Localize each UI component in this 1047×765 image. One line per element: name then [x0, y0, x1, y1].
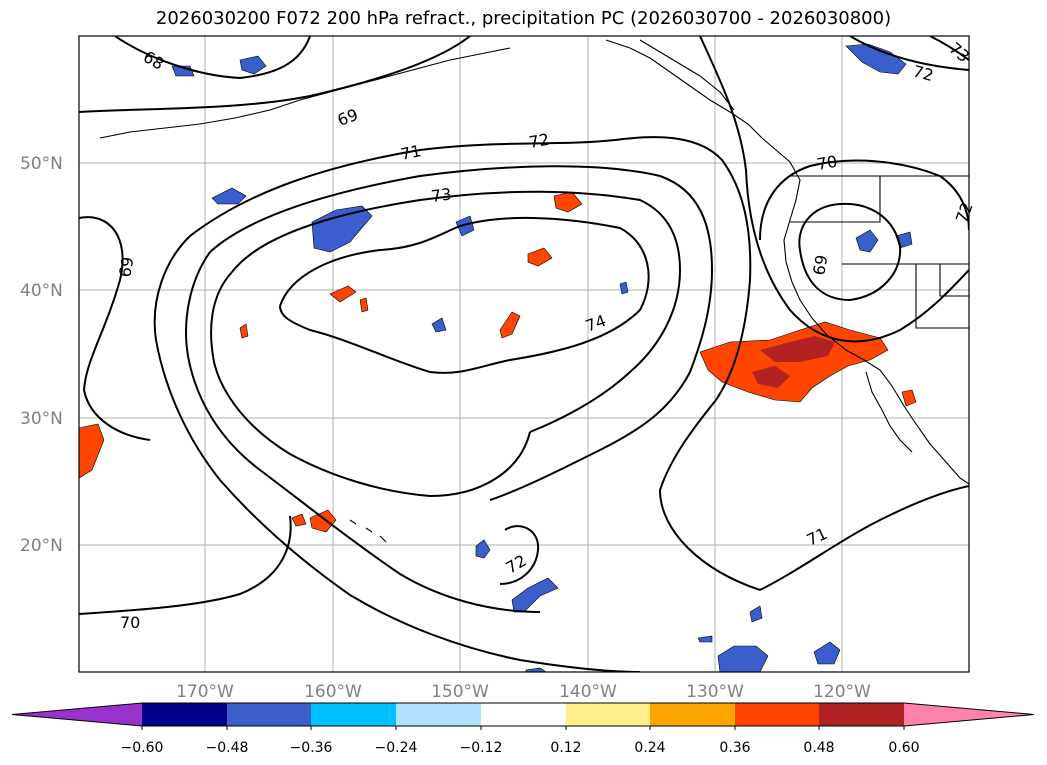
- contour-69: [79, 36, 471, 113]
- colorbar: −0.60 −0.48 −0.36 −0.24 −0.12 0.12 0.24 0.36 0.4…: [11, 702, 1035, 756]
- colorbar-extend-high: [904, 703, 1034, 726]
- positive-anomaly-patch: [499, 311, 521, 339]
- positive-anomaly-patch: [359, 297, 369, 313]
- contour-72: [209, 165, 714, 501]
- positive-anomaly-patch: [329, 285, 357, 303]
- colorbar-swatch: [735, 703, 819, 726]
- aleutian-islands: [99, 47, 511, 139]
- negative-anomaly-patch: [211, 187, 247, 205]
- colorbar-tick-label: −0.36: [290, 740, 333, 756]
- lon-label: 170°W: [176, 682, 234, 702]
- colorbar-swatch: [227, 703, 311, 726]
- colorbar-tick-label: 0.60: [888, 740, 919, 756]
- contour-71-west: [153, 235, 641, 672]
- lat-label: 20°N: [20, 536, 63, 556]
- contour-label: 72: [527, 130, 550, 152]
- contour-73: [231, 190, 682, 433]
- colorbar-swatch: [819, 703, 904, 726]
- lon-label: 120°W: [813, 682, 871, 702]
- negative-anomaly-patch: [619, 281, 629, 295]
- colorbar-tick-label: −0.60: [121, 740, 164, 756]
- positive-anomaly-patch: [239, 323, 249, 339]
- colorbar-tick-label: 0.24: [634, 740, 665, 756]
- contour-74: [279, 216, 650, 374]
- contour-label: 69: [115, 255, 137, 278]
- contour-69-east: [798, 202, 902, 302]
- positive-anomaly-patch: [79, 423, 105, 479]
- map-title: 2026030200 F072 200 hPa refract., precip…: [155, 8, 892, 29]
- negative-anomaly-patch: [697, 635, 713, 643]
- negative-anomaly-patch: [455, 215, 475, 237]
- contour-label: 72: [911, 62, 936, 86]
- contour-73-ne: [929, 36, 969, 61]
- negative-anomaly-patch: [845, 43, 907, 75]
- positive-anomaly-patch: [527, 247, 553, 267]
- lon-label: 140°W: [559, 682, 617, 702]
- contour-label: 73: [430, 184, 453, 206]
- positive-anomaly-patch: [291, 513, 307, 527]
- colorbar-swatch: [142, 703, 227, 726]
- lat-label: 50°N: [20, 154, 63, 174]
- contour-71-east: [699, 36, 969, 343]
- longitude-labels: 170°W 160°W 150°W 140°W 130°W 120°W: [176, 682, 871, 702]
- negative-anomaly-patch: [475, 539, 491, 559]
- coastlines: [99, 39, 969, 543]
- contour-label: 69: [809, 253, 831, 276]
- lon-label: 130°W: [686, 682, 744, 702]
- negative-anomaly-patch: [855, 229, 879, 253]
- alaska-coast: [639, 39, 735, 111]
- contour-70-east: [759, 159, 969, 241]
- negative-anomaly-patch: [525, 667, 547, 672]
- colorbar-swatch: [481, 703, 566, 726]
- colorbar-tick-label: 0.12: [550, 740, 581, 756]
- lon-label: 160°W: [304, 682, 362, 702]
- strong-anomaly-core: [760, 336, 835, 362]
- contour-72-south: [499, 525, 540, 585]
- negative-anomaly-patch: [431, 317, 447, 333]
- map-border: [78, 35, 970, 673]
- colorbar-tick-label: −0.48: [206, 740, 249, 756]
- state-borders: [790, 176, 969, 329]
- positive-anomaly-patch: [309, 509, 337, 533]
- colorbar-extend-low: [12, 703, 142, 726]
- contour-71: [189, 136, 761, 591]
- negative-anomaly-patch: [239, 55, 267, 75]
- contour-label: 70: [120, 613, 140, 632]
- colorbar-tick-label: 0.36: [719, 740, 750, 756]
- colorbar-tick-label: −0.24: [375, 740, 418, 756]
- colorbar-swatch: [650, 703, 735, 726]
- strong-anomaly-core: [752, 366, 790, 388]
- positive-anomaly-patch: [901, 389, 917, 407]
- contour-label: 71: [399, 141, 423, 164]
- colorbar-tick-label: 0.48: [803, 740, 834, 756]
- refractivity-contours: [79, 36, 969, 672]
- negative-anomaly-patch: [813, 641, 841, 665]
- colorbar-swatch: [311, 703, 396, 726]
- negative-anomaly-patch: [311, 205, 373, 253]
- lat-label: 40°N: [20, 281, 63, 301]
- contour-68: [114, 36, 311, 80]
- colorbar-swatch: [396, 703, 481, 726]
- colorbar-tick-label: −0.12: [460, 740, 503, 756]
- negative-anomaly-patch: [717, 645, 769, 672]
- lat-label: 30°N: [20, 409, 63, 429]
- colorbar-swatch: [566, 703, 650, 726]
- contour-73-west: [210, 271, 531, 498]
- north-american-coastline: [605, 39, 969, 485]
- contour-label: 70: [815, 152, 838, 174]
- contour-69-south: [79, 216, 151, 441]
- latitude-labels: 50°N 40°N 30°N 20°N: [20, 154, 63, 556]
- contour-71-south: [759, 485, 969, 591]
- contour-72-west: [185, 251, 541, 613]
- baja-coastline: [865, 371, 913, 453]
- hawaiian-islands: [349, 519, 387, 543]
- negative-anomaly-patch: [749, 605, 763, 623]
- negative-anomaly-patch: [511, 577, 559, 613]
- contour-72-east: [849, 36, 969, 71]
- lon-label: 150°W: [431, 682, 489, 702]
